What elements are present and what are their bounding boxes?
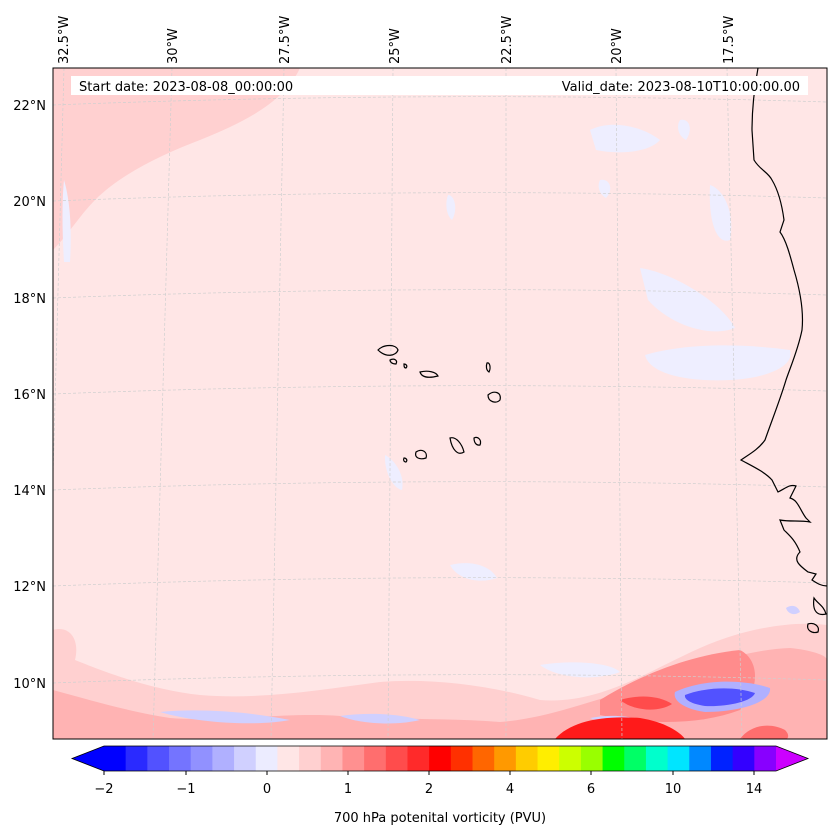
pv-contour-region — [53, 68, 300, 250]
colorbar-extend-min — [72, 746, 104, 771]
info-bar — [71, 76, 808, 95]
pv-contour-region — [446, 195, 456, 220]
colorbar-swatch — [494, 746, 517, 771]
colorbar-title: 700 hPa potenital vorticity (PVU) — [334, 811, 546, 826]
lon-label: 20°W — [610, 28, 625, 64]
lat-label: 16°N — [13, 388, 46, 403]
map-frame — [52, 67, 828, 740]
colorbar-swatch — [754, 746, 777, 771]
pv-contour-region — [340, 713, 420, 724]
colorbar-swatch — [710, 746, 734, 771]
lat-label: 14°N — [13, 484, 46, 499]
lon-label: 22.5°W — [500, 16, 515, 64]
pv-contour-region — [555, 717, 685, 739]
pv-contour-region — [684, 688, 755, 707]
pv-contour-region — [540, 662, 620, 678]
coastline-africa — [739, 68, 827, 587]
cape-verde-islands — [377, 344, 501, 463]
pv-contour-region — [740, 725, 789, 739]
pv-contour-region — [620, 696, 672, 710]
colorbar-swatch — [537, 746, 560, 771]
colorbar-tick-label: 2 — [425, 782, 433, 797]
coastline-africa — [813, 596, 827, 616]
colorbar-swatch — [385, 746, 409, 771]
lon-label: 30°W — [166, 28, 181, 64]
pv-contour-region — [678, 119, 690, 140]
pv-contour-region — [160, 710, 290, 724]
colorbar-extend-max — [776, 746, 808, 771]
pv-contour-region — [590, 124, 660, 153]
colorbar-swatch — [342, 746, 365, 771]
colorbar-swatch — [255, 746, 279, 771]
lat-label: 18°N — [13, 292, 46, 307]
colorbar-swatch — [169, 746, 192, 771]
lon-label: 17.5°W — [722, 16, 737, 64]
colorbar-tick-label: 14 — [746, 782, 763, 797]
colorbar-tick-label: 6 — [587, 782, 595, 797]
lon-label: 32.5°W — [57, 16, 72, 64]
colorbar-swatch — [645, 746, 669, 771]
colorbar-swatch — [624, 746, 647, 771]
colorbar-tick-label: −2 — [94, 782, 113, 797]
lat-label: 10°N — [13, 677, 46, 692]
lat-label: 20°N — [13, 195, 46, 210]
longitude-labels: 32.5°W 30°W 27.5°W 25°W 22.5°W 20°W 17.5… — [57, 16, 737, 64]
colorbar-tick-label: 1 — [344, 782, 352, 797]
pv-contour-region — [598, 179, 611, 198]
pv-contour-region — [709, 185, 732, 241]
colorbar-swatch — [602, 746, 625, 771]
colorbar-swatch — [580, 746, 604, 771]
pv-contour-region — [645, 345, 791, 381]
valid-date-label: Valid_date: 2023-08-10T10:00:00.00 — [562, 80, 800, 95]
colorbar-swatch — [364, 746, 387, 771]
colorbar-swatch — [450, 746, 474, 771]
colorbar-swatch — [689, 746, 712, 771]
pv-contour-region — [450, 563, 497, 581]
start-date-label: Start date: 2023-08-08_00:00:00 — [79, 80, 293, 95]
colorbar-swatch — [277, 746, 300, 771]
latitude-labels: 22°N 20°N 18°N 16°N 14°N 12°N 10°N — [13, 99, 46, 692]
colorbar-swatch — [407, 746, 430, 771]
lon-label: 27.5°W — [278, 16, 293, 64]
colorbar-tick-label: 4 — [506, 782, 514, 797]
colorbar-swatch — [559, 746, 582, 771]
lat-label: 22°N — [13, 99, 46, 114]
colorbar-swatch — [320, 746, 344, 771]
colorbar-swatch — [234, 746, 257, 771]
colorbar-tick-label: 10 — [665, 782, 682, 797]
colorbar-swatch — [472, 746, 495, 771]
lat-label: 12°N — [13, 580, 46, 595]
pv-contour-region — [786, 605, 800, 615]
colorbar-tick-label: −1 — [176, 782, 195, 797]
colorbar-ticks: −2 −1 0 1 2 4 6 10 14 — [94, 782, 762, 797]
colorbar-swatch — [429, 746, 452, 771]
colorbar-swatch — [667, 746, 690, 771]
gridlines — [53, 68, 827, 739]
map-panel — [53, 68, 827, 739]
colorbar-swatch — [732, 746, 755, 771]
pv-field-background — [53, 68, 827, 739]
pv-contour-region — [640, 268, 735, 332]
lon-label: 25°W — [388, 28, 403, 64]
colorbar-swatch — [104, 746, 127, 771]
pv-contour-region — [384, 455, 403, 490]
colorbar — [70, 745, 810, 775]
colorbar-swatch — [147, 746, 170, 771]
colorbar-tick-label: 0 — [263, 782, 271, 797]
colorbar-swatch — [212, 746, 235, 771]
colorbar-swatch — [125, 746, 148, 771]
coastline-africa — [807, 622, 819, 634]
colorbar-swatch — [515, 746, 539, 771]
colorbar-swatch — [190, 746, 213, 771]
colorbar-swatch — [299, 746, 322, 771]
